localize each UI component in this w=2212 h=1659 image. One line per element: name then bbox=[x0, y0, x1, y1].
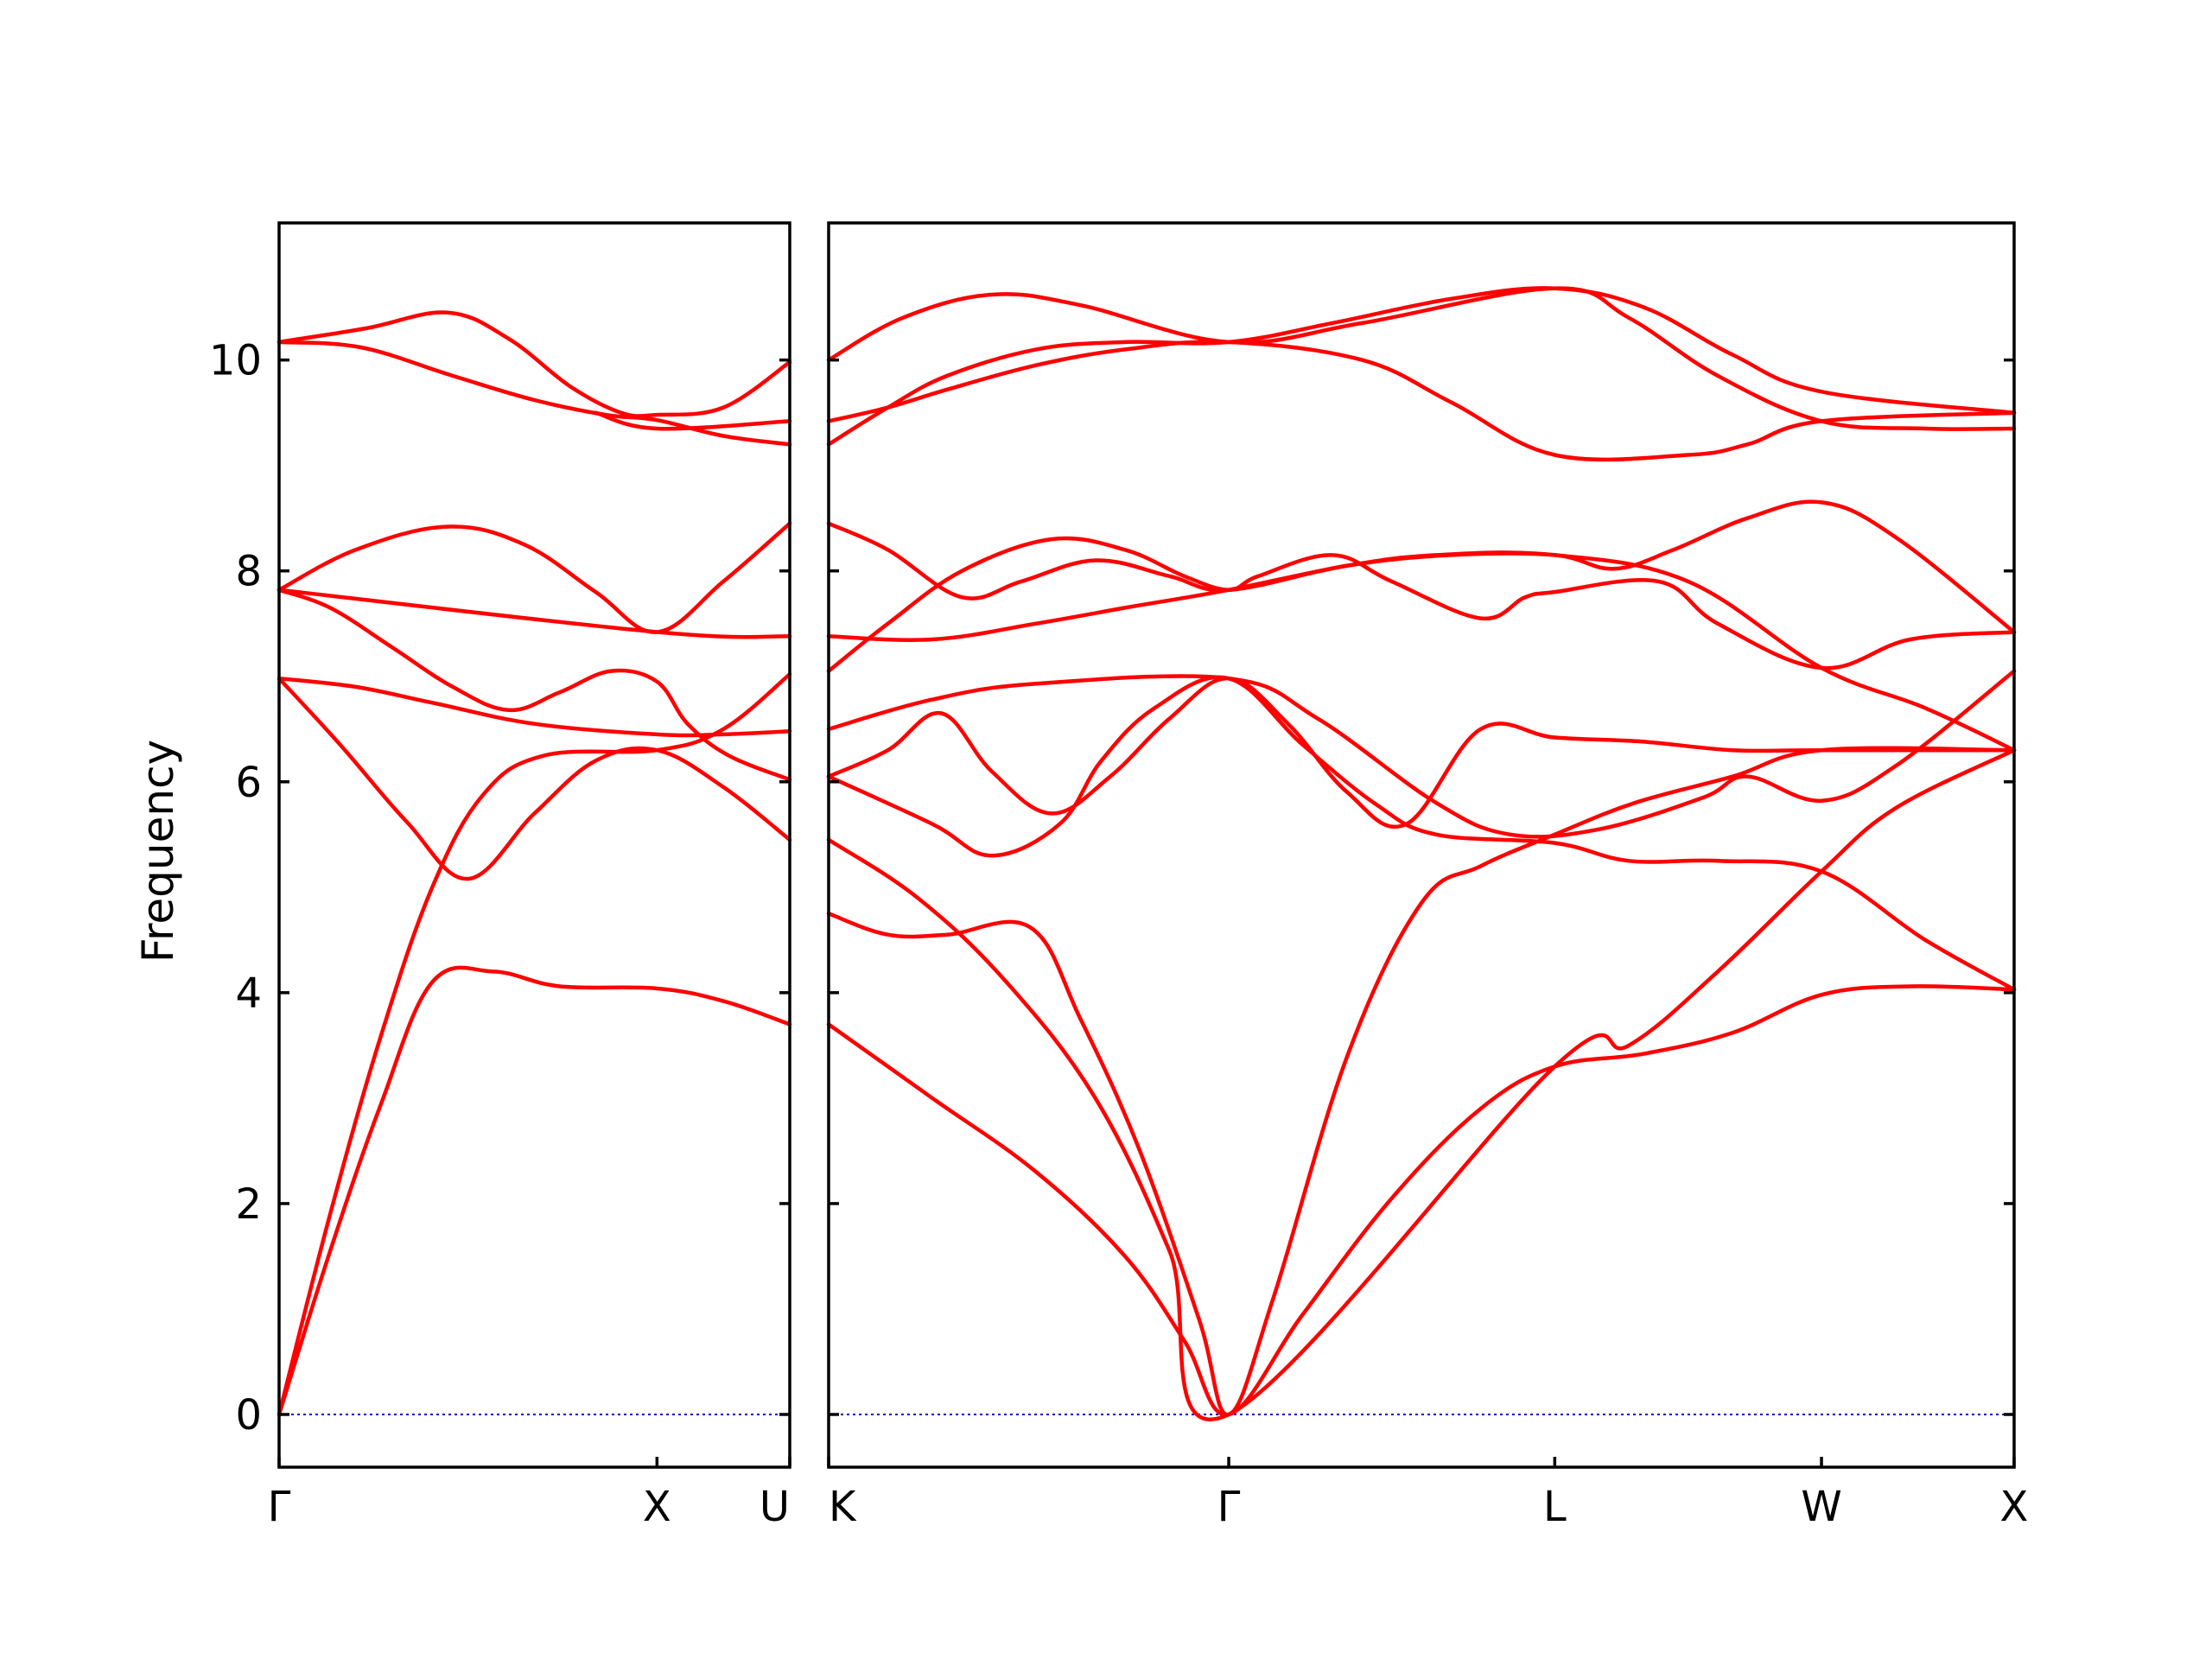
phonon-band-7 bbox=[276, 588, 792, 639]
x-tick-label: K bbox=[829, 1483, 857, 1531]
plot-frame bbox=[827, 221, 2016, 1469]
x-tick-label: Γ bbox=[1217, 1483, 1241, 1531]
phonon-band-8 bbox=[276, 310, 792, 418]
plot-panels: 0 2 4 6 8 10 Γ X U K Γ L W X bbox=[209, 221, 2029, 1531]
panel-gamma-x-u: 0 2 4 6 8 10 Γ X U bbox=[209, 221, 792, 1531]
x-tick-label: U bbox=[760, 1483, 790, 1531]
x-tick-label: X bbox=[2000, 1483, 2029, 1531]
x-tick-label: Γ bbox=[268, 1483, 291, 1531]
y-tick-label: 4 bbox=[235, 969, 262, 1018]
phonon-band-2 bbox=[826, 747, 2017, 1422]
phonon-band-10 bbox=[826, 340, 2017, 462]
phonon-band-1 bbox=[276, 965, 792, 1417]
plot-frame bbox=[277, 221, 791, 1469]
phonon-band-6 bbox=[826, 669, 2017, 839]
phonon-band-3 bbox=[826, 746, 2017, 1417]
y-tick-label: 6 bbox=[235, 759, 262, 807]
phonon-band-1 bbox=[826, 984, 2017, 1417]
y-tick-label: 8 bbox=[235, 548, 262, 596]
phonon-band-8 bbox=[826, 536, 2017, 673]
x-tick-label: L bbox=[1543, 1483, 1567, 1531]
phonon-band-9 bbox=[276, 340, 792, 447]
y-tick-label: 0 bbox=[235, 1391, 262, 1440]
phonon-band-7 bbox=[826, 550, 2017, 753]
x-tick-label: X bbox=[643, 1483, 671, 1531]
phonon-band-12 bbox=[826, 286, 2017, 431]
phonon-band-10 bbox=[594, 410, 792, 431]
phonon-band-3 bbox=[276, 676, 792, 881]
phonon-band-5 bbox=[826, 676, 2017, 830]
phonon-band-5 bbox=[276, 588, 792, 782]
phonon-band-2 bbox=[276, 672, 792, 1417]
phonon-band-11 bbox=[826, 286, 2017, 447]
y-axis-label: Frequency bbox=[133, 740, 183, 963]
phonon-band-4 bbox=[826, 675, 2017, 992]
x-tick-label: W bbox=[1801, 1483, 1841, 1531]
phonon-band-9 bbox=[826, 499, 2017, 634]
phonon-band-6 bbox=[276, 521, 792, 634]
y-tick-label: 10 bbox=[209, 337, 262, 385]
phonon-band-4 bbox=[276, 676, 792, 738]
y-tick-label: 2 bbox=[235, 1180, 262, 1229]
